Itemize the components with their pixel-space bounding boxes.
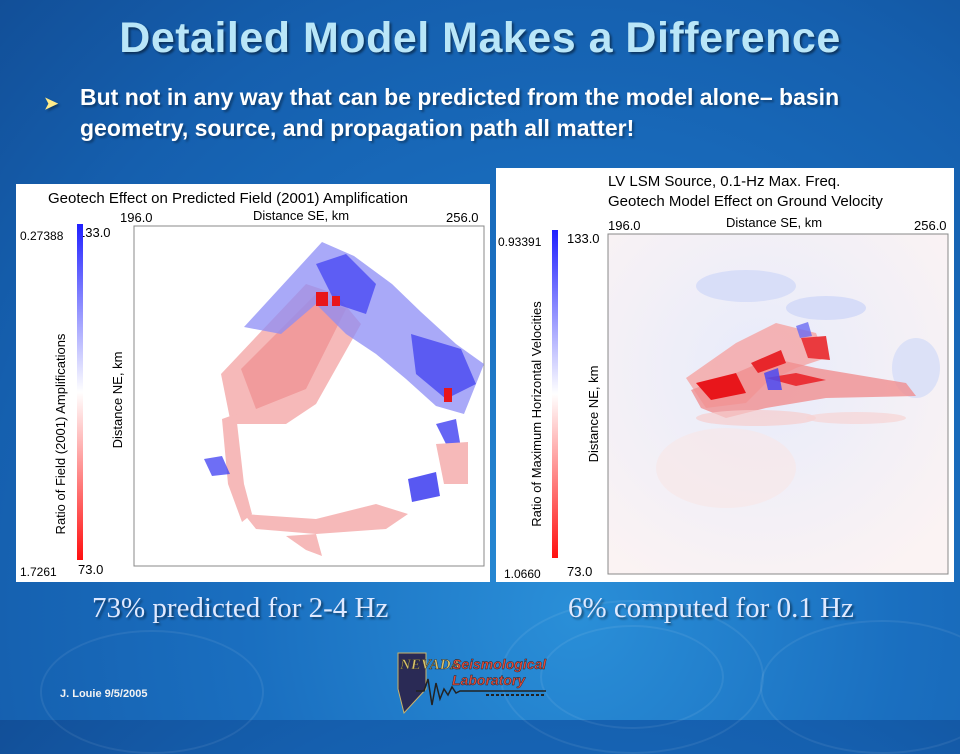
left-map-red-region <box>286 534 322 556</box>
left-map-blue-region <box>316 254 376 314</box>
left-map-field <box>204 242 484 556</box>
right-map-red-region <box>806 412 906 424</box>
logo-laboratory-text: Laboratory <box>452 672 526 688</box>
right-map-red-region <box>691 358 916 418</box>
right-map-panel: LV LSM Source, 0.1-Hz Max. Freq. Geotech… <box>496 168 954 582</box>
right-map-red-spot <box>751 350 786 373</box>
left-y-label: Distance NE, km <box>110 352 125 449</box>
right-map-red-region <box>696 410 816 426</box>
ripple-decoration <box>760 620 960 754</box>
left-x-min: 196.0 <box>120 210 153 225</box>
right-map-blue-region <box>786 296 866 320</box>
right-map-blue-spot <box>796 322 812 338</box>
right-y-max: 133.0 <box>567 231 600 246</box>
right-map-title-2: Geotech Model Effect on Ground Velocity <box>608 193 883 210</box>
left-colorbar <box>77 224 83 560</box>
left-colorbar-top: 0.27388 <box>20 229 64 243</box>
right-y-min: 73.0 <box>567 564 592 579</box>
left-map-blue-region <box>408 472 440 502</box>
seismogram-trace <box>416 678 546 706</box>
left-map-red-spot <box>444 388 452 402</box>
logo-graphic: NEVADA Seismological Laboratory <box>397 652 547 715</box>
bullet-item: ➤ But not in any way that can be predict… <box>44 82 924 144</box>
right-map-blue-region <box>696 270 796 302</box>
caption-left: 73% predicted for 2-4 Hz <box>92 592 389 624</box>
left-map-red-region <box>244 504 408 534</box>
left-colorbar-bottom: 1.7261 <box>20 565 57 579</box>
right-x-min: 196.0 <box>608 218 641 233</box>
right-x-max: 256.0 <box>914 218 947 233</box>
right-map-red-spot <box>801 336 830 360</box>
left-colorbar-label: Ratio of Field (2001) Amplifications <box>53 333 68 534</box>
arrow-bullet-icon: ➤ <box>44 94 59 113</box>
left-map-panel: Geotech Effect on Predicted Field (2001)… <box>16 184 490 582</box>
left-map-red-spot <box>332 296 340 306</box>
left-y-max: 133.0 <box>78 225 111 240</box>
ripple-decoration <box>540 625 724 729</box>
right-colorbar-bottom: 1.0660 <box>504 567 541 581</box>
left-map-title: Geotech Effect on Predicted Field (2001)… <box>48 190 408 207</box>
right-map-red-region <box>656 428 796 508</box>
left-map-figure: Geotech Effect on Predicted Field (2001)… <box>20 190 485 579</box>
left-map-red-region <box>241 294 346 409</box>
right-x-label: Distance SE, km <box>726 215 822 230</box>
caption-right: 6% computed for 0.1 Hz <box>568 592 854 624</box>
footer-author-date: J. Louie 9/5/2005 <box>60 688 148 700</box>
logo-seismological-text: Seismological <box>452 656 547 672</box>
right-map-red-spot <box>696 373 746 400</box>
bullet-text: But not in any way that can be predicted… <box>80 84 840 141</box>
left-map-blue-region <box>204 456 230 476</box>
right-colorbar <box>552 230 558 558</box>
left-map-blue-region <box>411 334 476 399</box>
right-map-figure: LV LSM Source, 0.1-Hz Max. Freq. Geotech… <box>498 173 949 581</box>
right-colorbar-label: Ratio of Maximum Horizontal Velocities <box>529 301 544 527</box>
right-map-title-1: LV LSM Source, 0.1-Hz Max. Freq. <box>608 173 840 190</box>
nevada-seismological-laboratory-logo: NEVADA Seismological Laboratory <box>396 649 556 720</box>
right-map-red-spot <box>766 373 826 386</box>
right-y-label: Distance NE, km <box>586 366 601 463</box>
left-map-red-region <box>222 414 252 522</box>
left-map-red-spot <box>316 292 328 306</box>
left-y-min: 73.0 <box>78 562 103 577</box>
slide-title: Detailed Model Makes a Difference <box>119 14 841 62</box>
right-map-blue-spot <box>764 368 782 390</box>
right-colorbar-top: 0.93391 <box>498 235 542 249</box>
left-x-label: Distance SE, km <box>253 208 349 223</box>
left-map-red-region <box>436 442 468 484</box>
left-x-max: 256.0 <box>446 210 479 225</box>
right-map-field <box>656 270 940 508</box>
logo-nevada-text: NEVADA <box>399 657 461 673</box>
